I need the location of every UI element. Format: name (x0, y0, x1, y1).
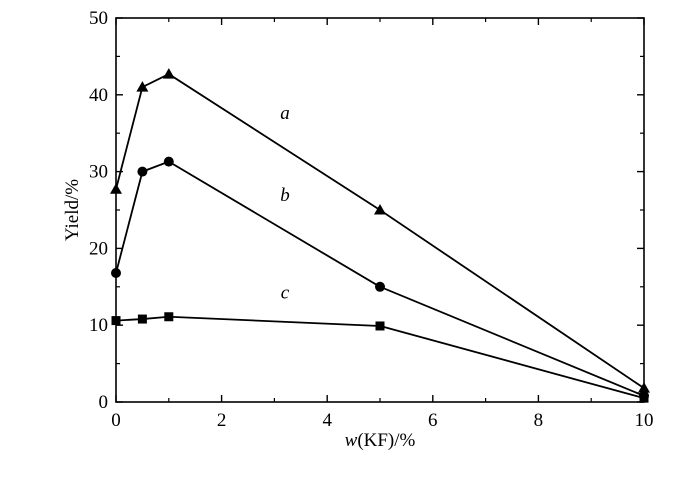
y-tick-label: 50 (89, 8, 108, 29)
x-tick-label: 10 (635, 410, 654, 431)
series-a-point (374, 204, 386, 215)
series-a-point (162, 68, 175, 79)
y-tick-label: 40 (89, 85, 108, 106)
series-a-point (638, 382, 650, 393)
y-axis-title: Yield/% (62, 179, 83, 241)
y-tick-label: 30 (89, 162, 108, 183)
series-a-point (110, 183, 122, 194)
series-b-label: b (280, 185, 290, 206)
x-tick-label: 2 (217, 410, 227, 431)
series-a-label: a (280, 103, 290, 124)
x-tick-label: 4 (322, 410, 332, 431)
y-tick-label: 0 (99, 392, 109, 413)
series-b-point (375, 281, 385, 292)
series-c-point (375, 321, 385, 331)
x-axis-title: w(KF)/% (345, 430, 416, 451)
series-a-line (115, 73, 645, 389)
series-b (111, 156, 649, 401)
series-a (110, 68, 650, 393)
labels-layer: 0 2 4 6 8 10 0 10 20 30 40 50 a b c (89, 8, 654, 431)
series-c-point (111, 316, 121, 326)
x-tick-label: 8 (534, 410, 544, 431)
x-tick-label: 6 (428, 410, 438, 431)
series-a-point (136, 81, 149, 92)
series-b-line (115, 160, 645, 397)
x-axis-title-italic: w (345, 430, 358, 451)
series-c (111, 312, 649, 403)
series-c-point (137, 314, 147, 324)
y-tick-label: 10 (89, 315, 108, 336)
series-c-point (164, 312, 174, 322)
series-b-point (163, 156, 174, 167)
series-b-point (137, 166, 148, 177)
y-tick-label: 20 (89, 238, 108, 259)
series-layer (110, 68, 650, 403)
series-b-point (111, 267, 121, 278)
x-axis-title-rest: (KF)/% (357, 430, 415, 451)
x-tick-label: 0 (111, 410, 121, 431)
series-c-point (639, 393, 649, 403)
series-c-label: c (281, 282, 290, 303)
